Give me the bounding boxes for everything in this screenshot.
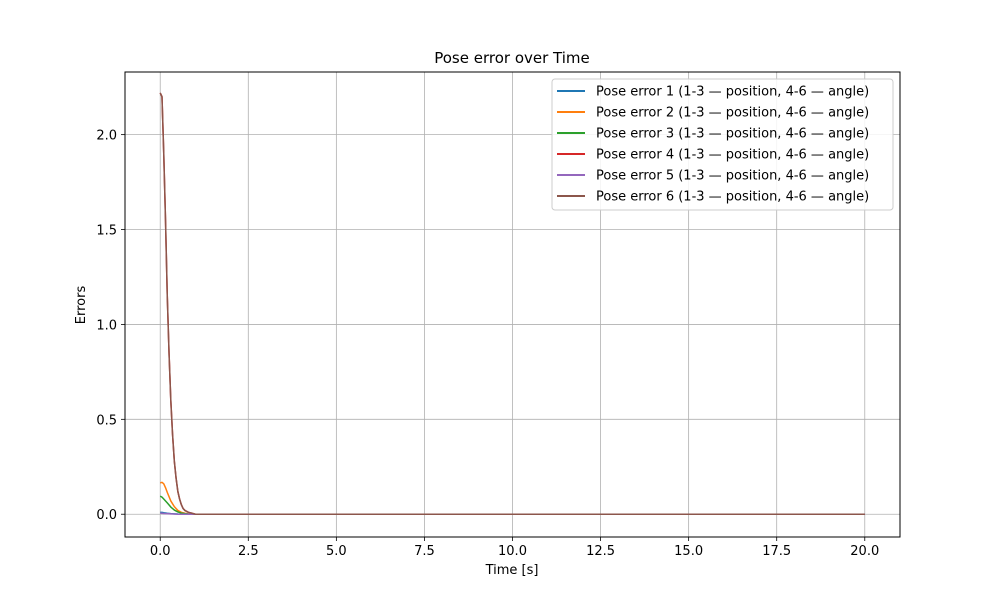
x-tick-label: 12.5	[586, 544, 615, 559]
x-tick-label: 2.5	[238, 544, 259, 559]
legend-label-6: Pose error 6 (1-3 — position, 4-6 — angl…	[596, 190, 869, 205]
legend-box	[551, 78, 894, 211]
legend-label-4: Pose error 4 (1-3 — position, 4-6 — angl…	[596, 148, 869, 163]
x-tick-label: 17.5	[762, 544, 791, 559]
x-tick-label: 20.0	[850, 544, 879, 559]
y-axis-label: Errors	[74, 286, 89, 325]
legend: Pose error 1 (1-3 — position, 4-6 — angl…	[551, 78, 894, 211]
x-tick-label: 15.0	[674, 544, 703, 559]
legend-label-5: Pose error 5 (1-3 — position, 4-6 — angl…	[596, 169, 869, 184]
x-axis: 0.0 2.5 5.0 7.5 10.0 12.5 15.0 17.5 20.0	[150, 537, 879, 559]
legend-label-3: Pose error 3 (1-3 — position, 4-6 — angl…	[596, 127, 869, 142]
legend-label-1: Pose error 1 (1-3 — position, 4-6 — angl…	[596, 85, 869, 100]
x-tick-label: 7.5	[414, 544, 435, 559]
y-tick-label: 1.5	[96, 224, 117, 239]
x-tick-label: 0.0	[150, 544, 171, 559]
legend-label-2: Pose error 2 (1-3 — position, 4-6 — angl…	[596, 106, 869, 121]
y-tick-label: 1.0	[96, 318, 117, 333]
y-axis: 0.0 0.5 1.0 1.5 2.0	[96, 129, 125, 523]
x-tick-label: 5.0	[326, 544, 347, 559]
y-tick-label: 0.5	[96, 413, 117, 428]
chart-title: Pose error over Time	[434, 49, 590, 67]
y-tick-label: 0.0	[96, 508, 117, 523]
series-line-6	[159, 92, 865, 515]
series-layer	[159, 92, 865, 515]
x-tick-label: 10.0	[498, 544, 527, 559]
x-axis-label: Time [s]	[485, 563, 539, 578]
y-tick-label: 2.0	[96, 129, 117, 144]
